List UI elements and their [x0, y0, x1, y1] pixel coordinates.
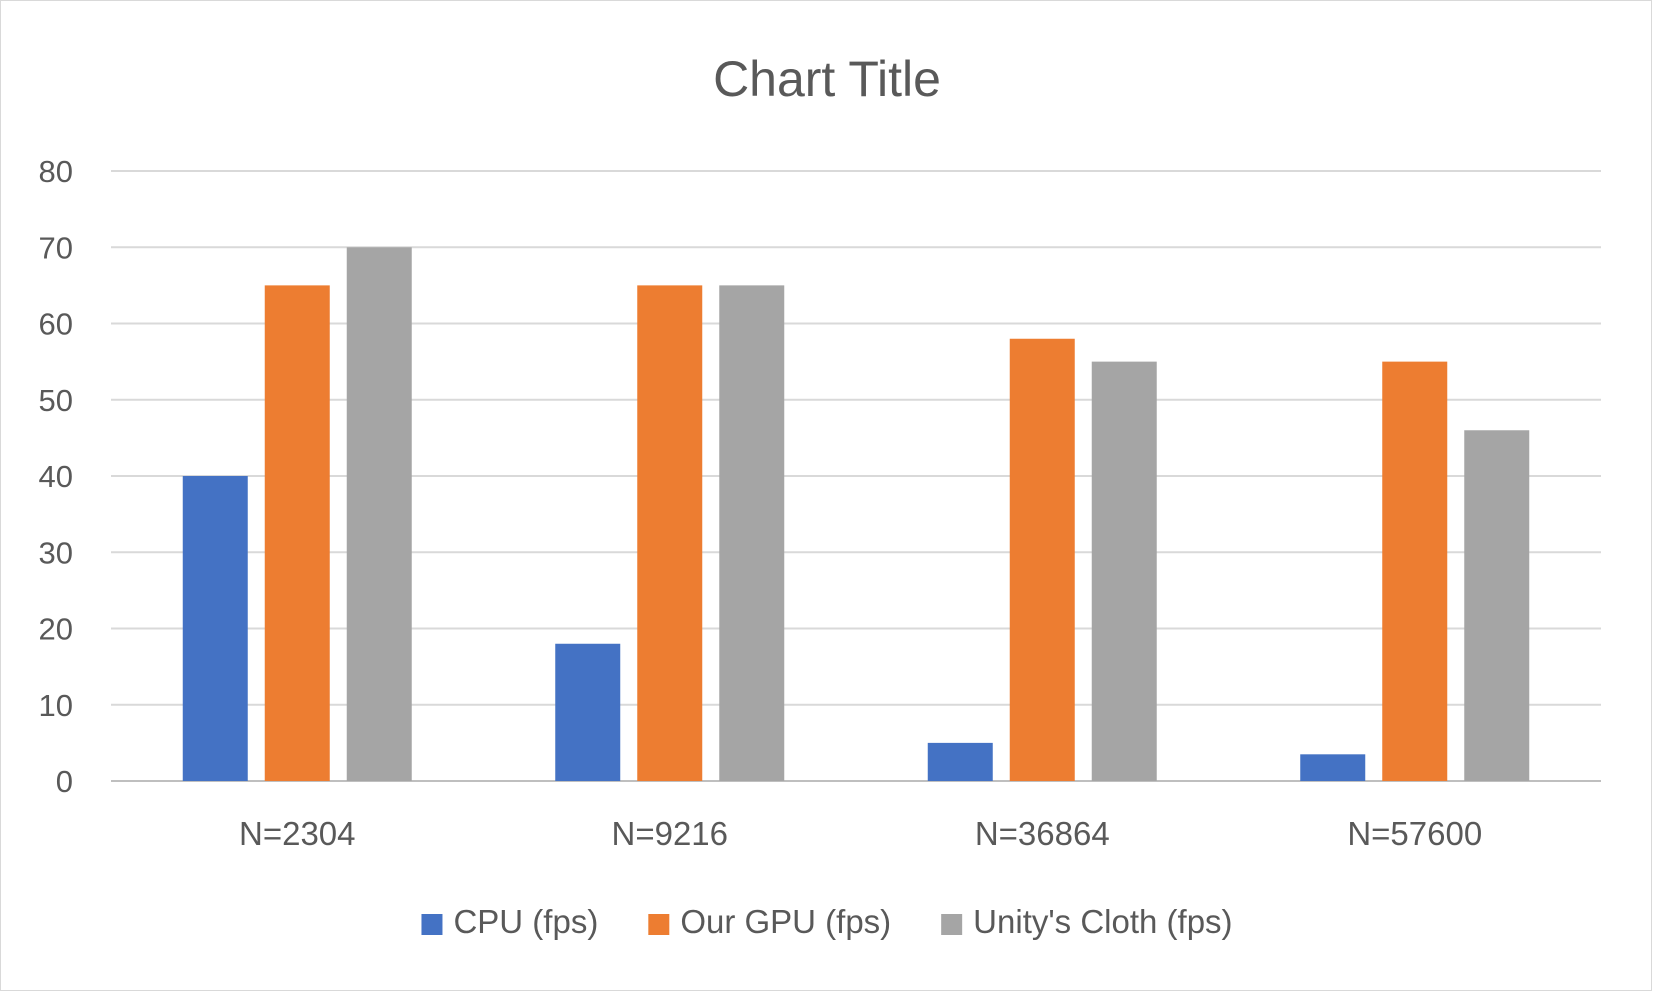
- y-tick-label: 30: [39, 535, 73, 570]
- x-category-label: N=9216: [611, 815, 728, 852]
- legend-item: Unity's Cloth (fps): [941, 903, 1233, 940]
- y-tick-label: 40: [39, 459, 73, 494]
- chart-title: Chart Title: [713, 51, 941, 107]
- bar: [927, 742, 993, 781]
- y-axis-ticks: 0 10 20 30 40 50 60 70 80: [39, 154, 73, 799]
- legend-label: CPU (fps): [453, 903, 598, 940]
- bar: [182, 476, 248, 781]
- bar: [1009, 338, 1075, 781]
- legend-label: Our GPU (fps): [680, 903, 891, 940]
- legend-swatch: [648, 914, 670, 935]
- legend: CPU (fps) Our GPU (fps) Unity's Cloth (fps…: [421, 903, 1233, 940]
- legend-item: CPU (fps): [421, 903, 598, 940]
- gridlines: [111, 170, 1601, 782]
- bar: [1464, 430, 1530, 781]
- y-tick-label: 10: [39, 688, 73, 723]
- y-tick-label: 50: [39, 383, 73, 418]
- x-axis-categories: N=2304 N=9216 N=36864 N=57600: [239, 815, 1482, 852]
- bar: [555, 643, 621, 781]
- legend-swatch: [421, 914, 443, 935]
- bar: [1382, 361, 1448, 781]
- legend-swatch: [941, 914, 963, 935]
- y-tick-label: 0: [56, 764, 73, 799]
- x-category-label: N=57600: [1347, 815, 1482, 852]
- x-category-label: N=36864: [975, 815, 1110, 852]
- bar: [1300, 754, 1366, 781]
- bar: [719, 285, 785, 781]
- y-tick-label: 70: [39, 230, 73, 265]
- bars: [182, 247, 1530, 781]
- y-tick-label: 20: [39, 612, 73, 647]
- x-category-label: N=2304: [239, 815, 356, 852]
- bar: [1091, 361, 1157, 781]
- legend-item: Our GPU (fps): [648, 903, 891, 940]
- y-tick-label: 60: [39, 307, 73, 342]
- bar: [264, 285, 330, 781]
- bar: [346, 247, 412, 781]
- bar: [637, 285, 703, 781]
- legend-label: Unity's Cloth (fps): [973, 903, 1232, 940]
- y-tick-label: 80: [39, 154, 73, 189]
